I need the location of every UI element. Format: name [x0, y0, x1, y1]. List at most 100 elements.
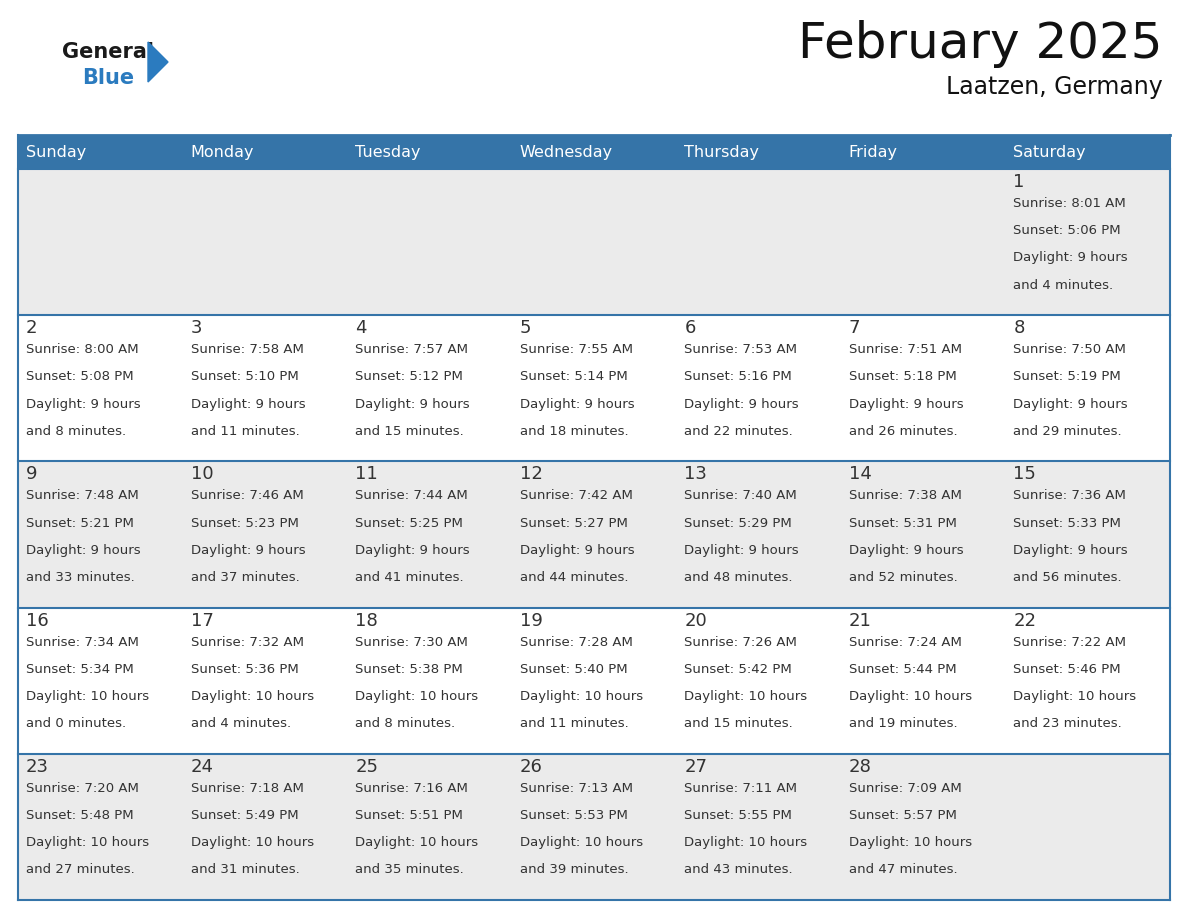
Text: Daylight: 10 hours: Daylight: 10 hours	[849, 836, 972, 849]
Text: 14: 14	[849, 465, 872, 484]
Text: 25: 25	[355, 757, 378, 776]
Text: Sunset: 5:55 PM: Sunset: 5:55 PM	[684, 809, 792, 822]
Text: Daylight: 9 hours: Daylight: 9 hours	[684, 543, 798, 557]
Text: Daylight: 10 hours: Daylight: 10 hours	[519, 690, 643, 703]
Text: 16: 16	[26, 611, 49, 630]
Text: Daylight: 10 hours: Daylight: 10 hours	[190, 690, 314, 703]
Text: Sunrise: 7:55 AM: Sunrise: 7:55 AM	[519, 343, 633, 356]
Text: 5: 5	[519, 319, 531, 337]
Text: Sunrise: 7:24 AM: Sunrise: 7:24 AM	[849, 635, 962, 649]
Bar	[1005, 135, 1170, 169]
Text: Sunset: 5:31 PM: Sunset: 5:31 PM	[849, 517, 956, 530]
Text: Friday: Friday	[849, 144, 898, 160]
Text: Daylight: 10 hours: Daylight: 10 hours	[355, 690, 479, 703]
Text: Sunrise: 7:20 AM: Sunrise: 7:20 AM	[26, 782, 139, 795]
Text: 2: 2	[26, 319, 38, 337]
Text: Daylight: 9 hours: Daylight: 9 hours	[1013, 397, 1129, 410]
Text: and 15 minutes.: and 15 minutes.	[684, 717, 794, 730]
Bar	[347, 135, 512, 169]
Text: and 0 minutes.: and 0 minutes.	[26, 717, 126, 730]
Text: Sunrise: 7:26 AM: Sunrise: 7:26 AM	[684, 635, 797, 649]
Text: Sunset: 5:38 PM: Sunset: 5:38 PM	[355, 663, 463, 676]
Text: Sunrise: 7:11 AM: Sunrise: 7:11 AM	[684, 782, 797, 795]
Text: 19: 19	[519, 611, 543, 630]
Text: Sunrise: 7:42 AM: Sunrise: 7:42 AM	[519, 489, 632, 502]
Text: Sunset: 5:34 PM: Sunset: 5:34 PM	[26, 663, 134, 676]
Text: and 37 minutes.: and 37 minutes.	[190, 571, 299, 584]
Text: Daylight: 9 hours: Daylight: 9 hours	[519, 397, 634, 410]
Text: and 41 minutes.: and 41 minutes.	[355, 571, 463, 584]
Text: Sunset: 5:49 PM: Sunset: 5:49 PM	[190, 809, 298, 822]
Text: Sunset: 5:33 PM: Sunset: 5:33 PM	[1013, 517, 1121, 530]
Text: Sunrise: 7:57 AM: Sunrise: 7:57 AM	[355, 343, 468, 356]
Text: Sunset: 5:44 PM: Sunset: 5:44 PM	[849, 663, 956, 676]
Text: Daylight: 10 hours: Daylight: 10 hours	[684, 836, 808, 849]
Text: Sunrise: 8:01 AM: Sunrise: 8:01 AM	[1013, 197, 1126, 210]
Bar	[18, 462, 1170, 608]
Text: Daylight: 10 hours: Daylight: 10 hours	[26, 690, 150, 703]
Text: Daylight: 10 hours: Daylight: 10 hours	[355, 836, 479, 849]
Text: Sunset: 5:10 PM: Sunset: 5:10 PM	[190, 370, 298, 384]
Bar	[512, 135, 676, 169]
Text: Daylight: 9 hours: Daylight: 9 hours	[519, 543, 634, 557]
Bar	[183, 135, 347, 169]
Text: 11: 11	[355, 465, 378, 484]
Text: Daylight: 10 hours: Daylight: 10 hours	[849, 690, 972, 703]
Text: Sunset: 5:25 PM: Sunset: 5:25 PM	[355, 517, 463, 530]
Text: Daylight: 10 hours: Daylight: 10 hours	[1013, 690, 1137, 703]
Bar	[18, 315, 1170, 462]
Text: and 11 minutes.: and 11 minutes.	[190, 425, 299, 438]
Text: 20: 20	[684, 611, 707, 630]
Text: 1: 1	[1013, 173, 1025, 191]
Text: Daylight: 9 hours: Daylight: 9 hours	[1013, 252, 1129, 264]
Polygon shape	[148, 42, 168, 82]
Text: Daylight: 9 hours: Daylight: 9 hours	[355, 543, 469, 557]
Text: Daylight: 10 hours: Daylight: 10 hours	[26, 836, 150, 849]
Text: Daylight: 9 hours: Daylight: 9 hours	[1013, 543, 1129, 557]
Text: Sunrise: 7:50 AM: Sunrise: 7:50 AM	[1013, 343, 1126, 356]
Text: and 43 minutes.: and 43 minutes.	[684, 863, 792, 877]
Text: Sunrise: 7:13 AM: Sunrise: 7:13 AM	[519, 782, 633, 795]
Text: 10: 10	[190, 465, 213, 484]
Text: Daylight: 9 hours: Daylight: 9 hours	[684, 397, 798, 410]
Text: Sunday: Sunday	[26, 144, 87, 160]
Text: Saturday: Saturday	[1013, 144, 1086, 160]
Text: February 2025: February 2025	[798, 20, 1163, 68]
Text: and 18 minutes.: and 18 minutes.	[519, 425, 628, 438]
Text: and 47 minutes.: and 47 minutes.	[849, 863, 958, 877]
Text: Sunset: 5:36 PM: Sunset: 5:36 PM	[190, 663, 298, 676]
Text: and 8 minutes.: and 8 minutes.	[26, 425, 126, 438]
Text: Sunrise: 7:51 AM: Sunrise: 7:51 AM	[849, 343, 962, 356]
Text: and 39 minutes.: and 39 minutes.	[519, 863, 628, 877]
Text: 27: 27	[684, 757, 707, 776]
Text: 17: 17	[190, 611, 214, 630]
Bar	[676, 135, 841, 169]
Text: Sunset: 5:53 PM: Sunset: 5:53 PM	[519, 809, 627, 822]
Text: and 15 minutes.: and 15 minutes.	[355, 425, 463, 438]
Text: Sunset: 5:06 PM: Sunset: 5:06 PM	[1013, 224, 1121, 237]
Text: Daylight: 10 hours: Daylight: 10 hours	[190, 836, 314, 849]
Text: Daylight: 9 hours: Daylight: 9 hours	[26, 397, 140, 410]
Text: and 56 minutes.: and 56 minutes.	[1013, 571, 1121, 584]
Text: Daylight: 9 hours: Daylight: 9 hours	[190, 543, 305, 557]
Text: Sunrise: 7:48 AM: Sunrise: 7:48 AM	[26, 489, 139, 502]
Text: Daylight: 9 hours: Daylight: 9 hours	[355, 397, 469, 410]
Text: Sunrise: 7:16 AM: Sunrise: 7:16 AM	[355, 782, 468, 795]
Text: 9: 9	[26, 465, 38, 484]
Text: Sunrise: 7:46 AM: Sunrise: 7:46 AM	[190, 489, 303, 502]
Text: and 11 minutes.: and 11 minutes.	[519, 717, 628, 730]
Text: Sunset: 5:14 PM: Sunset: 5:14 PM	[519, 370, 627, 384]
Text: Sunset: 5:40 PM: Sunset: 5:40 PM	[519, 663, 627, 676]
Text: Sunset: 5:29 PM: Sunset: 5:29 PM	[684, 517, 792, 530]
Bar	[18, 608, 1170, 754]
Text: and 48 minutes.: and 48 minutes.	[684, 571, 792, 584]
Text: Tuesday: Tuesday	[355, 144, 421, 160]
Text: General: General	[62, 42, 154, 62]
Text: Sunrise: 7:32 AM: Sunrise: 7:32 AM	[190, 635, 304, 649]
Text: Sunset: 5:18 PM: Sunset: 5:18 PM	[849, 370, 956, 384]
Text: Sunset: 5:27 PM: Sunset: 5:27 PM	[519, 517, 627, 530]
Text: 28: 28	[849, 757, 872, 776]
Text: 22: 22	[1013, 611, 1036, 630]
Text: Laatzen, Germany: Laatzen, Germany	[947, 75, 1163, 99]
Text: 13: 13	[684, 465, 707, 484]
